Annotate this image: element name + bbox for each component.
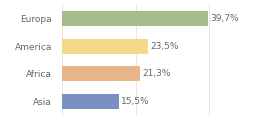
Text: 39,7%: 39,7% — [210, 14, 239, 23]
Bar — [62, 66, 140, 81]
Text: 21,3%: 21,3% — [142, 69, 171, 78]
Bar — [62, 11, 208, 26]
Text: 15,5%: 15,5% — [121, 97, 149, 106]
Bar — [62, 94, 119, 109]
Bar — [62, 39, 148, 54]
Text: 23,5%: 23,5% — [150, 42, 179, 51]
